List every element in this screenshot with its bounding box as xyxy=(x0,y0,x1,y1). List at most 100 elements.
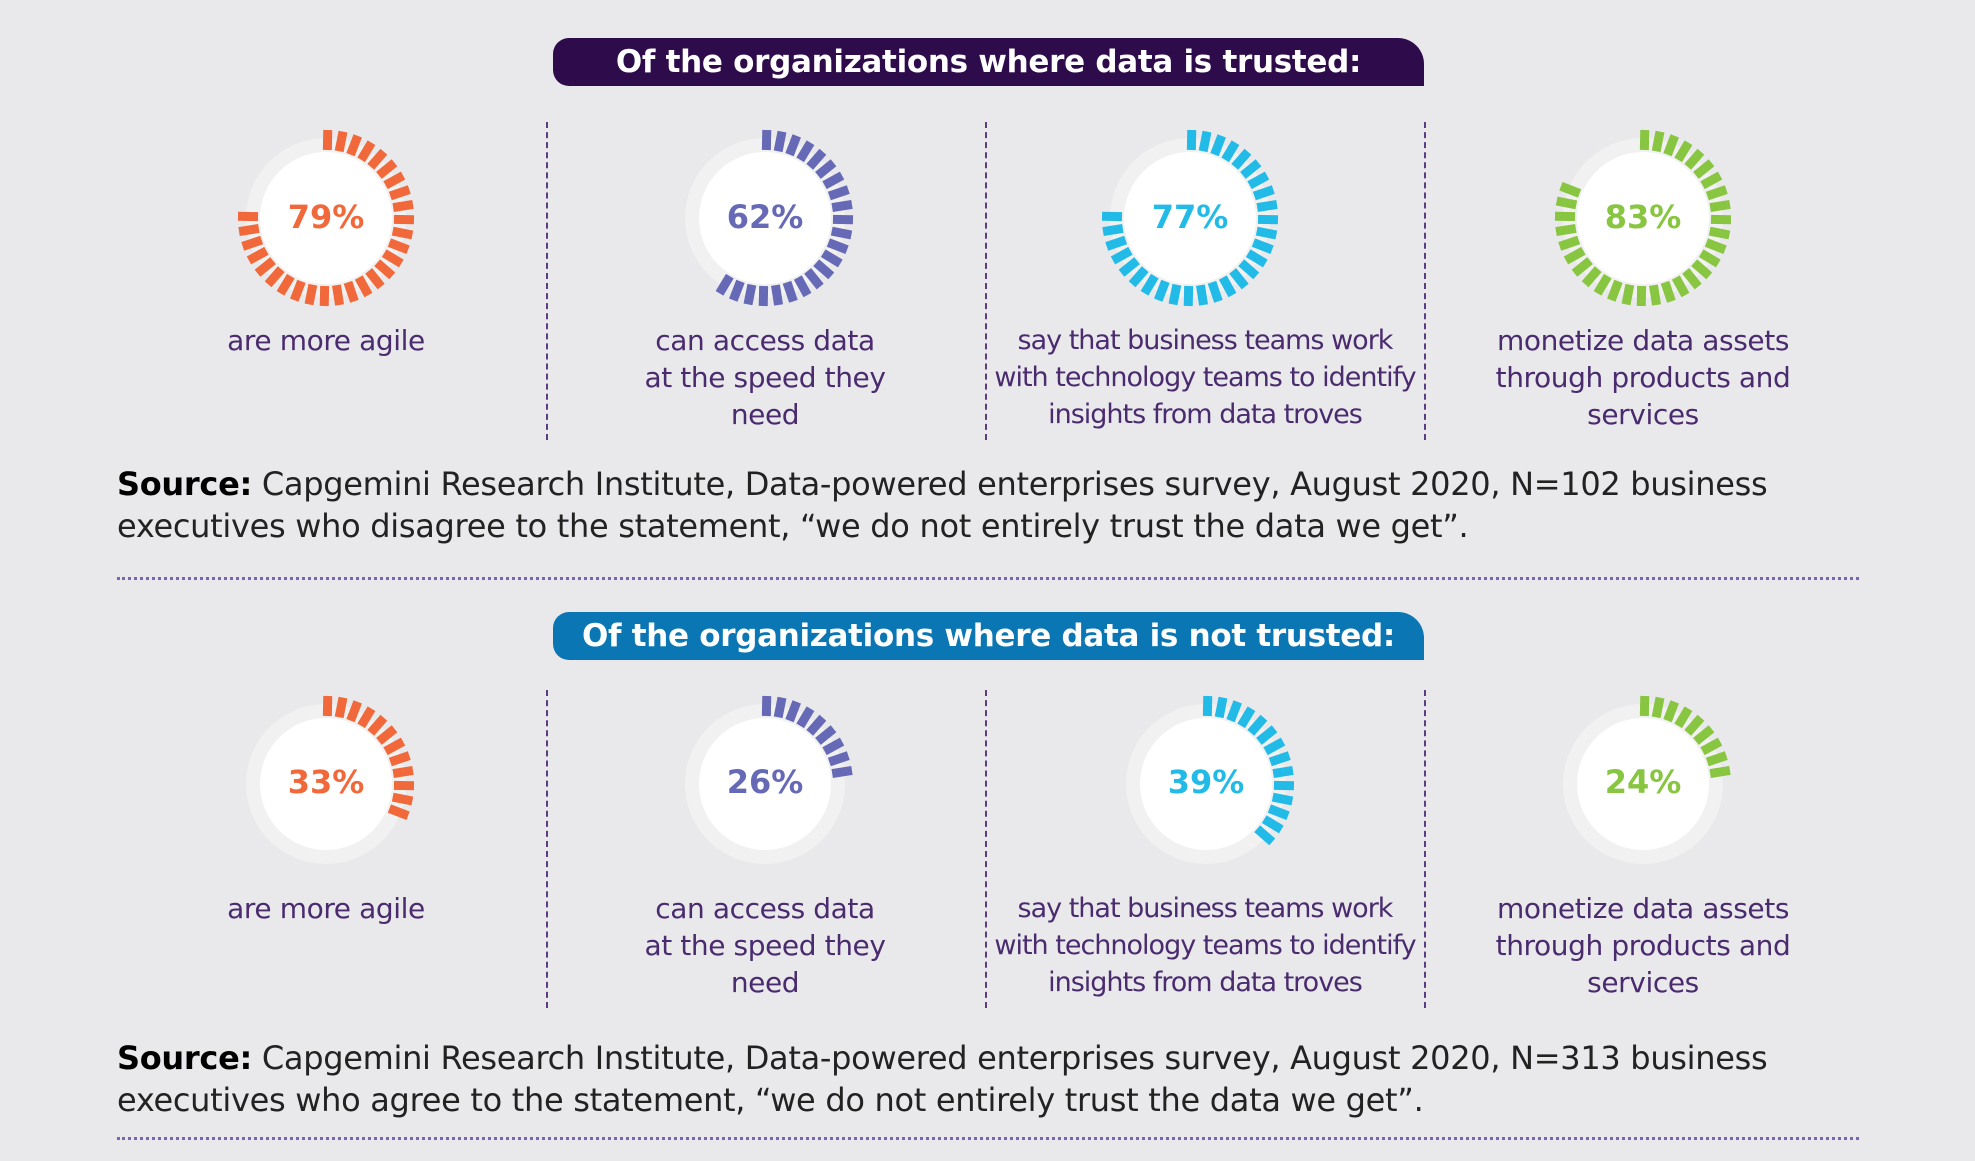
donut-segment xyxy=(1581,266,1602,288)
pct-monetize-trusted: 83% xyxy=(1604,198,1682,236)
donut-segment xyxy=(367,714,388,736)
donut-segment xyxy=(290,279,306,302)
donut-segment xyxy=(1558,235,1581,251)
donut-segment xyxy=(826,238,849,254)
donut-segment xyxy=(1671,275,1690,298)
pct-collab-not-trusted: 39% xyxy=(1167,763,1245,801)
donut-center xyxy=(699,152,831,284)
donut-segment xyxy=(383,171,406,190)
divider xyxy=(1424,690,1426,1008)
donut-segment xyxy=(729,279,745,302)
caption-agile-trusted: are more agile xyxy=(227,324,425,357)
donut-segment xyxy=(1663,134,1679,157)
donut-segment xyxy=(822,171,845,190)
donut-segment xyxy=(1663,700,1679,723)
donut-segment xyxy=(815,725,837,745)
donut-segment xyxy=(343,280,359,303)
caption-collab-trusted: say that business teams work with techno… xyxy=(994,325,1416,430)
donut-segment xyxy=(1563,246,1586,265)
donut-monetize-not-trusted xyxy=(1563,695,1731,864)
donut-segment xyxy=(813,259,835,280)
donut-segment xyxy=(357,140,376,163)
donut-segment xyxy=(1267,804,1290,820)
donut-segment xyxy=(238,224,260,236)
donut-segment xyxy=(785,134,801,157)
donut-segment xyxy=(1252,185,1275,201)
donut-segment xyxy=(1704,238,1727,254)
donut-segment xyxy=(388,751,411,767)
donut-segment xyxy=(1102,224,1124,236)
section-separator xyxy=(117,577,1859,580)
donut-segment xyxy=(388,185,411,201)
divider xyxy=(546,122,548,440)
donut-segment xyxy=(1263,737,1286,756)
donut-segment xyxy=(827,185,850,201)
donut-segment xyxy=(1700,737,1723,756)
donut-segment xyxy=(822,737,845,756)
donut-segment xyxy=(1251,238,1274,254)
donut-segment xyxy=(381,249,404,268)
donut-access-trusted xyxy=(685,129,854,307)
donut-segment xyxy=(1660,280,1676,303)
donut-segment xyxy=(1272,766,1294,778)
donut-segment xyxy=(1698,249,1721,268)
donut-segment xyxy=(1684,148,1705,170)
donut-segment xyxy=(1229,268,1249,290)
donut-segment xyxy=(1651,696,1665,719)
donut-segment xyxy=(1268,751,1291,767)
donut-segment xyxy=(1255,226,1278,240)
donut-segment xyxy=(1256,725,1278,745)
donut-segment xyxy=(1651,130,1665,153)
donut-segment xyxy=(391,792,414,806)
donut-segment xyxy=(1196,284,1208,306)
donut-center xyxy=(260,718,392,850)
donut-segment xyxy=(1105,235,1128,251)
donut-segment xyxy=(374,259,396,280)
donut-segment xyxy=(827,751,850,767)
donut-segment xyxy=(1621,283,1635,306)
donut-center xyxy=(1577,718,1709,850)
donut-center xyxy=(260,152,392,284)
donut-segment xyxy=(1168,283,1182,306)
donut-segment xyxy=(831,766,853,778)
not-trusted-banner: Of the organizations where data is not t… xyxy=(553,612,1424,660)
divider xyxy=(546,690,548,1008)
donut-segment xyxy=(1240,159,1262,179)
donut-segment xyxy=(1198,130,1212,153)
donut-segment xyxy=(782,280,798,303)
donut-segment xyxy=(806,714,827,736)
donut-segment xyxy=(387,238,410,254)
donut-segment xyxy=(354,275,373,298)
donut-segment xyxy=(1231,148,1252,170)
source-text: Capgemini Research Institute, Data-power… xyxy=(117,1039,1768,1119)
donut-agile-not-trusted xyxy=(246,695,415,864)
divider xyxy=(1424,122,1426,440)
donut-segment xyxy=(264,266,285,288)
donut-segment xyxy=(276,273,295,296)
source-not-trusted: Source: Capgemini Research Institute, Da… xyxy=(117,1037,1877,1121)
donut-center xyxy=(699,718,831,850)
source-label: Source: xyxy=(117,1039,252,1077)
donut-segment xyxy=(346,134,362,157)
donut-segment xyxy=(1559,182,1582,198)
source-text: Capgemini Research Institute, Data-power… xyxy=(117,465,1768,545)
donut-center xyxy=(1577,152,1709,284)
donut-segment xyxy=(1593,273,1612,296)
donut-segment xyxy=(831,200,853,212)
donut-segment xyxy=(376,159,398,179)
divider xyxy=(985,690,987,1008)
donut-segment xyxy=(1607,279,1623,302)
donut-segment xyxy=(1221,140,1240,163)
donut-center xyxy=(1124,152,1256,284)
trusted-banner: Of the organizations where data is trust… xyxy=(553,38,1424,86)
donut-segment xyxy=(365,268,385,290)
donut-center xyxy=(1140,718,1272,850)
donut-segment xyxy=(796,706,815,729)
pct-agile-trusted: 79% xyxy=(287,198,365,236)
donut-segment xyxy=(1247,171,1270,190)
donut-segment xyxy=(1128,266,1149,288)
caption-monetize-not-trusted: monetize data assets through products an… xyxy=(1495,892,1791,999)
donut-monetize-trusted xyxy=(1554,129,1732,307)
donut-segment xyxy=(1555,196,1578,210)
donut-access-not-trusted xyxy=(685,695,853,864)
